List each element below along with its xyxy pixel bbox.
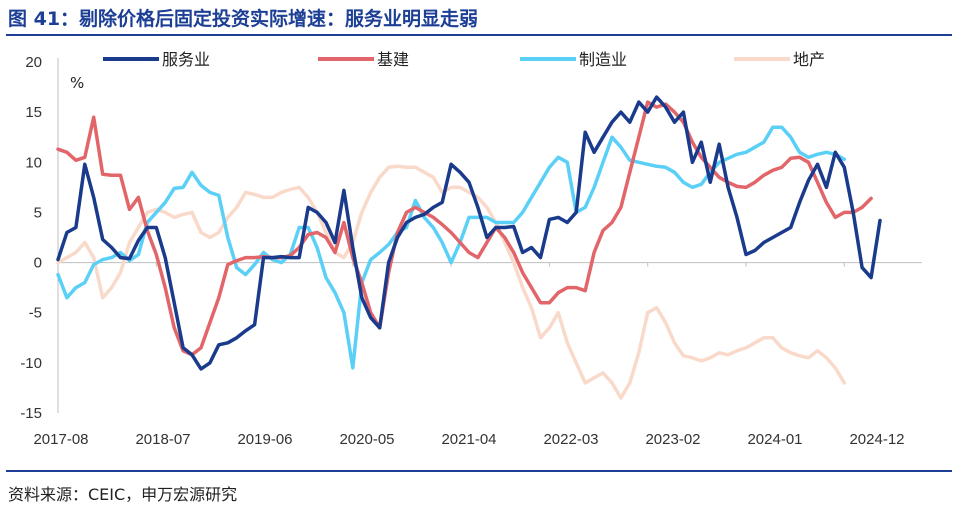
y-tick-label: 0 bbox=[34, 255, 42, 272]
series-line-0 bbox=[56, 95, 882, 371]
chart-title: 图 41：剔除价格后固定投资实际增速：服务业明显走弱 bbox=[8, 8, 479, 30]
series-line-3 bbox=[56, 164, 847, 400]
legend-label: 制造业 bbox=[579, 50, 627, 69]
legend-item: 制造业 bbox=[520, 50, 627, 69]
y-tick-label: 5 bbox=[34, 204, 42, 221]
legend-item: 服务业 bbox=[103, 50, 210, 69]
y-axis-unit: % bbox=[70, 74, 84, 92]
legend-label: 服务业 bbox=[162, 50, 210, 69]
y-tick-label: -10 bbox=[20, 355, 42, 372]
x-tick-label: 2022-03 bbox=[543, 431, 598, 448]
x-tick-label: 2021-04 bbox=[441, 431, 496, 448]
x-axis: 2017-08 2018-07 2019-06 2020-05 2021-04 2022-… bbox=[33, 262, 922, 448]
x-tick-label: 2018-07 bbox=[135, 431, 190, 448]
x-tick-label: 2024-12 bbox=[849, 431, 904, 448]
y-tick-label: 10 bbox=[25, 154, 42, 171]
x-tick-label: 2024-01 bbox=[747, 431, 802, 448]
x-tick-label: 2023-02 bbox=[645, 431, 700, 448]
title-divider bbox=[6, 34, 952, 36]
y-tick-label: 15 bbox=[25, 104, 42, 121]
plot-area bbox=[56, 95, 882, 400]
y-tick-label: 20 bbox=[25, 54, 42, 71]
y-axis: 20 15 10 5 0 -5 -10 -15 bbox=[20, 54, 59, 422]
legend: 服务业 基建 制造业 地产 bbox=[103, 50, 825, 69]
legend-label: 基建 bbox=[377, 50, 409, 69]
x-tick-label: 2020-05 bbox=[339, 431, 394, 448]
y-tick-label: -15 bbox=[20, 405, 42, 422]
x-tick-label: 2017-08 bbox=[33, 431, 88, 448]
legend-item: 地产 bbox=[734, 50, 825, 69]
series-line-1 bbox=[56, 100, 873, 357]
source-note: 资料来源：CEIC，申万宏源研究 bbox=[8, 485, 238, 504]
x-tick-label: 2019-06 bbox=[237, 431, 292, 448]
legend-item: 基建 bbox=[318, 50, 409, 69]
y-tick-label: -5 bbox=[29, 305, 42, 322]
footer-divider bbox=[6, 470, 952, 472]
legend-label: 地产 bbox=[793, 50, 825, 69]
